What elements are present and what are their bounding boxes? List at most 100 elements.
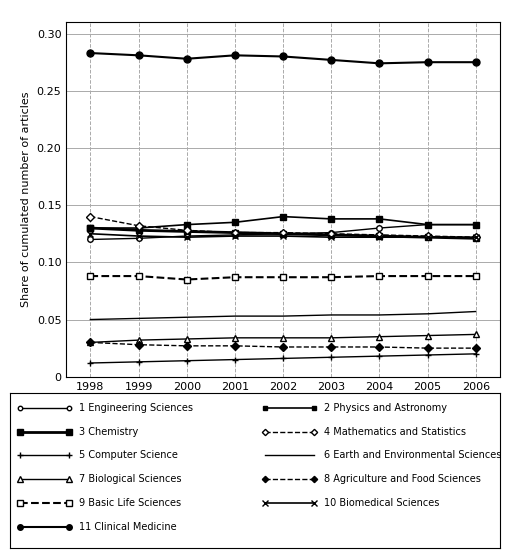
5 Computer Science [135,358,142,365]
11 Clinical Medicine [87,50,93,57]
5 Computer Science [472,351,478,357]
Line: 3 Chemistry: 3 Chemistry [87,224,478,242]
8 Agriculture and Food Sciences [135,341,142,348]
3 Chemistry [423,234,430,240]
1 Engineering Sciences [327,229,333,236]
4 Mathematics and Statistics [423,233,430,239]
7 Biological Sciences [279,335,286,341]
9 Basic Life Sciences [279,274,286,280]
1 Engineering Sciences [279,230,286,237]
6 Earth and Environmental Sciences [135,315,142,322]
10 Biomedical Sciences [87,230,93,237]
2 Physics and Astronomy [423,221,430,228]
Line: 1 Engineering Sciences: 1 Engineering Sciences [88,222,477,242]
2 Physics and Astronomy [279,213,286,220]
Text: 9 Basic Life Sciences: 9 Basic Life Sciences [78,498,181,508]
2 Physics and Astronomy [232,219,238,225]
10 Biomedical Sciences [135,233,142,239]
2 Physics and Astronomy [376,216,382,222]
4 Mathematics and Statistics [376,232,382,238]
6 Earth and Environmental Sciences [423,310,430,317]
10 Biomedical Sciences [423,234,430,240]
Text: 11 Clinical Medicine: 11 Clinical Medicine [78,522,176,532]
4 Mathematics and Statistics [183,227,189,234]
8 Agriculture and Food Sciences [279,343,286,350]
7 Biological Sciences [423,332,430,339]
Text: 7 Biological Sciences: 7 Biological Sciences [78,474,181,484]
3 Chemistry [376,233,382,239]
Line: 8 Agriculture and Food Sciences: 8 Agriculture and Food Sciences [88,340,477,351]
7 Biological Sciences [376,334,382,340]
1 Engineering Sciences [376,225,382,232]
7 Biological Sciences [135,337,142,343]
3 Chemistry [279,230,286,237]
7 Biological Sciences [232,335,238,341]
9 Basic Life Sciences [183,276,189,283]
Text: 8 Agriculture and Food Sciences: 8 Agriculture and Food Sciences [323,474,479,484]
4 Mathematics and Statistics [472,234,478,240]
Text: 2 Physics and Astronomy: 2 Physics and Astronomy [323,403,446,413]
7 Biological Sciences [87,339,93,346]
Text: 6 Earth and Environmental Sciences: 6 Earth and Environmental Sciences [323,450,500,460]
Text: 4 Mathematics and Statistics: 4 Mathematics and Statistics [323,427,465,437]
6 Earth and Environmental Sciences [327,312,333,319]
9 Basic Life Sciences [423,273,430,279]
3 Chemistry [183,228,189,235]
3 Chemistry [232,229,238,236]
8 Agriculture and Food Sciences [423,345,430,351]
6 Earth and Environmental Sciences [232,313,238,320]
11 Clinical Medicine [232,52,238,59]
6 Earth and Environmental Sciences [183,314,189,321]
5 Computer Science [423,352,430,358]
Text: 3 Chemistry: 3 Chemistry [78,427,138,437]
10 Biomedical Sciences [376,234,382,240]
11 Clinical Medicine [183,55,189,62]
9 Basic Life Sciences [472,273,478,279]
8 Agriculture and Food Sciences [87,339,93,346]
5 Computer Science [183,357,189,364]
6 Earth and Environmental Sciences [87,316,93,323]
9 Basic Life Sciences [327,274,333,280]
5 Computer Science [232,356,238,363]
11 Clinical Medicine [279,53,286,60]
11 Clinical Medicine [376,60,382,66]
8 Agriculture and Food Sciences [183,342,189,349]
4 Mathematics and Statistics [87,213,93,220]
2 Physics and Astronomy [135,225,142,232]
1 Engineering Sciences [87,236,93,243]
Text: 5 Computer Science: 5 Computer Science [78,450,177,460]
1 Engineering Sciences [423,221,430,228]
10 Biomedical Sciences [183,234,189,240]
Line: 10 Biomedical Sciences: 10 Biomedical Sciences [87,230,478,240]
6 Earth and Environmental Sciences [376,312,382,319]
2 Physics and Astronomy [472,221,478,228]
3 Chemistry [87,225,93,232]
2 Physics and Astronomy [183,221,189,228]
4 Mathematics and Statistics [279,229,286,236]
10 Biomedical Sciences [327,234,333,240]
10 Biomedical Sciences [472,234,478,240]
10 Biomedical Sciences [232,233,238,239]
Y-axis label: Share of cumulated number of articles: Share of cumulated number of articles [21,92,31,307]
4 Mathematics and Statistics [232,229,238,236]
10 Biomedical Sciences [279,233,286,239]
Text: 10 Biomedical Sciences: 10 Biomedical Sciences [323,498,438,508]
8 Agriculture and Food Sciences [472,345,478,351]
Line: 6 Earth and Environmental Sciences: 6 Earth and Environmental Sciences [90,311,475,320]
9 Basic Life Sciences [376,273,382,279]
9 Basic Life Sciences [135,273,142,279]
6 Earth and Environmental Sciences [472,308,478,315]
1 Engineering Sciences [472,221,478,228]
8 Agriculture and Food Sciences [232,342,238,349]
Line: 4 Mathematics and Statistics: 4 Mathematics and Statistics [88,214,477,240]
9 Basic Life Sciences [87,273,93,279]
8 Agriculture and Food Sciences [376,343,382,350]
4 Mathematics and Statistics [135,222,142,229]
Line: 2 Physics and Astronomy: 2 Physics and Astronomy [88,214,477,231]
3 Chemistry [327,232,333,238]
X-axis label: Publication Year: Publication Year [225,397,340,410]
2 Physics and Astronomy [327,216,333,222]
Line: 9 Basic Life Sciences: 9 Basic Life Sciences [87,273,478,283]
7 Biological Sciences [327,335,333,341]
5 Computer Science [279,355,286,362]
